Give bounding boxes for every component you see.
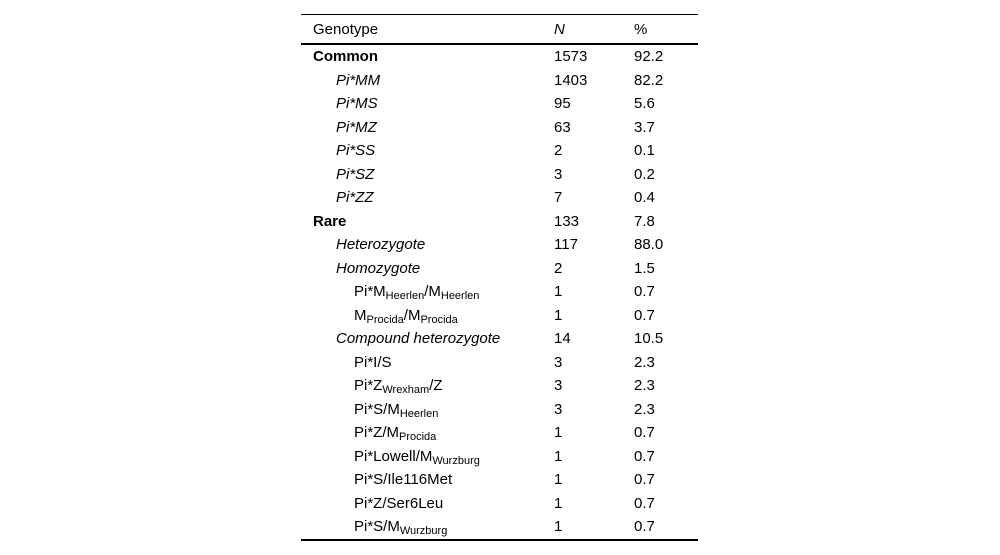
genotype-label: Pi*Z/Ser6Leu — [354, 494, 444, 512]
column-header-n: N — [554, 21, 565, 38]
n-value: 2 — [554, 259, 563, 277]
table-row-pi-ms: Pi*MS 95 5.6 — [301, 92, 698, 116]
genotype-label: MProcida/MProcida — [354, 306, 458, 326]
pct-value: 82.2 — [634, 71, 664, 89]
table-row-pi-zwrexham-z: Pi*ZWrexham/Z 3 2.3 — [301, 374, 698, 398]
pct-value: 0.2 — [634, 165, 655, 183]
pct-value: 2.3 — [634, 377, 655, 394]
genotype-label: Pi*MHeerlen/MHeerlen — [354, 283, 480, 303]
table-row-pi-s-mheerlen: Pi*S/MHeerlen 3 2.3 — [301, 398, 698, 422]
n-value: 1403 — [554, 71, 588, 89]
n-value: 63 — [554, 118, 571, 136]
n-value: 3 — [554, 353, 563, 371]
table-row-common: Common 1573 92.2 — [301, 45, 698, 69]
pct-value: 0.7 — [634, 518, 655, 535]
pct-value: 0.1 — [634, 142, 655, 159]
table-row-pi-lowell-mwurzburg: Pi*Lowell/MWurzburg 1 0.7 — [301, 445, 698, 469]
genotype-label: Pi*S/MWurzburg — [354, 518, 448, 538]
genotype-label: Pi*SS — [336, 142, 376, 159]
genotype-label: Heterozygote — [336, 236, 426, 253]
genotype-label: Pi*ZZ — [336, 189, 374, 206]
pct-value: 0.7 — [634, 283, 655, 300]
table-header-row: Genotype N % — [301, 15, 698, 45]
pct-value: 10.5 — [634, 330, 664, 347]
table-row-heterozygote: Heterozygote 117 88.0 — [301, 233, 698, 257]
pct-value: 5.6 — [634, 95, 655, 112]
genotype-label: Pi*MM — [336, 71, 381, 89]
genotype-label: Pi*Z/MProcida — [354, 424, 437, 444]
n-value: 14 — [554, 330, 571, 347]
table-row-pi-i-s: Pi*I/S 3 2.3 — [301, 351, 698, 375]
pct-value: 7.8 — [634, 212, 655, 230]
pct-value: 1.5 — [634, 259, 655, 277]
n-value: 2 — [554, 142, 563, 159]
n-value: 133 — [554, 212, 580, 230]
pct-value: 0.4 — [634, 189, 655, 206]
pct-value: 2.3 — [634, 400, 655, 418]
n-value: 1 — [554, 494, 563, 512]
pct-value: 0.7 — [634, 471, 655, 488]
genotype-label: Pi*ZWrexham/Z — [354, 377, 443, 397]
table-row-pi-mz: Pi*MZ 63 3.7 — [301, 116, 698, 140]
table-row-compound-heterozygote: Compound heterozygote 14 10.5 — [301, 327, 698, 351]
table-row-homozygote: Homozygote 2 1.5 — [301, 257, 698, 281]
table-row-mprocida-mprocida: MProcida/MProcida 1 0.7 — [301, 304, 698, 328]
table-row-pi-zz: Pi*ZZ 7 0.4 — [301, 186, 698, 210]
pct-value: 0.7 — [634, 306, 655, 324]
genotype-label: Pi*I/S — [354, 353, 392, 371]
genotype-label: Pi*SZ — [336, 165, 375, 183]
pct-value: 92.2 — [634, 48, 664, 65]
n-value: 95 — [554, 95, 571, 112]
pct-value: 2.3 — [634, 353, 655, 371]
pct-value: 88.0 — [634, 236, 664, 253]
n-value: 1 — [554, 471, 563, 488]
n-value: 1 — [554, 518, 563, 535]
table-row-pi-ss: Pi*SS 2 0.1 — [301, 139, 698, 163]
genotype-label: Pi*S/Ile116Met — [354, 471, 453, 488]
genotype-label: Homozygote — [336, 259, 421, 277]
column-header-pct: % — [634, 21, 648, 38]
table-row-pi-z-ser6leu: Pi*Z/Ser6Leu 1 0.7 — [301, 492, 698, 516]
genotype-label: Rare — [313, 212, 347, 230]
genotype-table: Genotype N % Common 1573 92.2 Pi*MM 1403… — [301, 14, 698, 541]
n-value: 3 — [554, 165, 563, 183]
n-value: 3 — [554, 377, 563, 394]
table-row-pi-s-ile116met: Pi*S/Ile116Met 1 0.7 — [301, 468, 698, 492]
column-header-genotype: Genotype — [313, 21, 379, 38]
genotype-label: Pi*MS — [336, 95, 378, 112]
n-value: 1 — [554, 306, 563, 324]
table-row-pi-mm: Pi*MM 1403 82.2 — [301, 69, 698, 93]
n-value: 1 — [554, 424, 563, 441]
table-row-pi-z-mprocida: Pi*Z/MProcida 1 0.7 — [301, 421, 698, 445]
n-value: 1573 — [554, 48, 588, 65]
genotype-label: Pi*MZ — [336, 118, 377, 136]
table-row-rare: Rare 133 7.8 — [301, 210, 698, 234]
table-row-pi-sz: Pi*SZ 3 0.2 — [301, 163, 698, 187]
pct-value: 3.7 — [634, 118, 655, 136]
pct-value: 0.7 — [634, 447, 655, 465]
table-body: Common 1573 92.2 Pi*MM 1403 82.2 Pi*MS 9… — [301, 45, 698, 539]
pct-value: 0.7 — [634, 424, 655, 441]
genotype-label: Common — [313, 48, 378, 65]
n-value: 117 — [554, 236, 578, 253]
n-value: 7 — [554, 189, 563, 206]
n-value: 3 — [554, 400, 563, 418]
n-value: 1 — [554, 447, 563, 465]
genotype-label: Pi*Lowell/MWurzburg — [354, 447, 480, 467]
genotype-label: Compound heterozygote — [336, 330, 501, 347]
table-row-pi-s-mwurzburg: Pi*S/MWurzburg 1 0.7 — [301, 515, 698, 539]
n-value: 1 — [554, 283, 563, 300]
genotype-label: Pi*S/MHeerlen — [354, 400, 439, 420]
pct-value: 0.7 — [634, 494, 655, 512]
table-row-pi-mheerlen-mheerlen: Pi*MHeerlen/MHeerlen 1 0.7 — [301, 280, 698, 304]
